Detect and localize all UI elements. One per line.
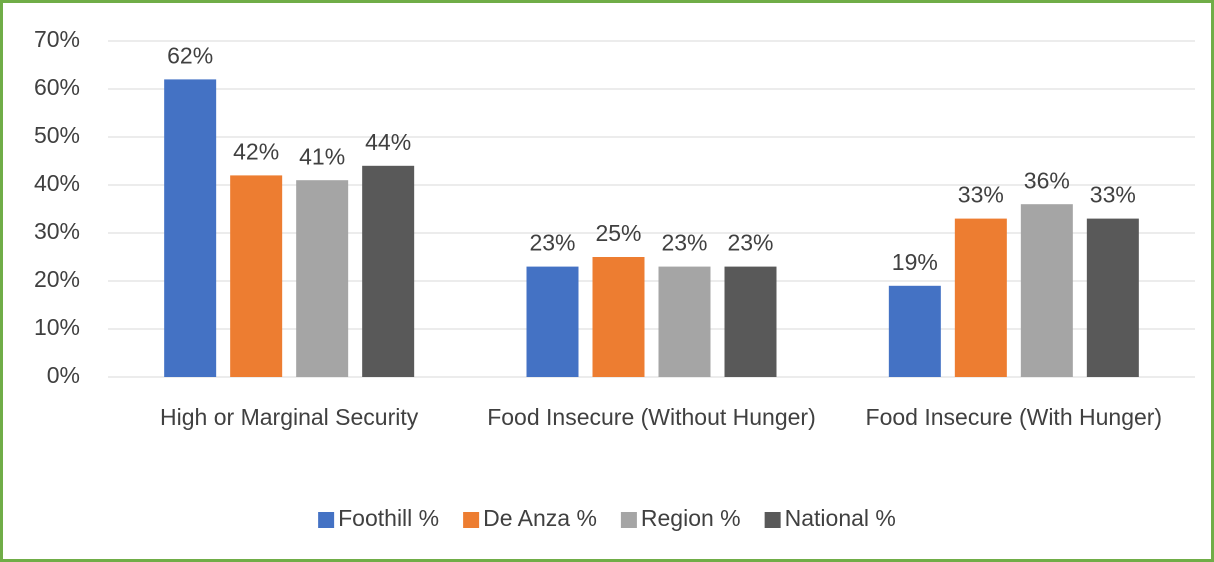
y-tick-label: 60% [34,74,80,100]
data-label: 42% [233,138,279,164]
x-tick-label: Food Insecure (With Hunger) [865,404,1163,430]
bar [296,180,349,377]
y-tick-label: 50% [34,122,80,148]
legend-label: Region % [641,505,741,531]
y-tick-label: 30% [34,218,80,244]
legend-swatch [463,512,480,528]
data-label: 33% [1090,182,1136,208]
data-label: 23% [661,230,707,256]
y-tick-label: 10% [34,314,80,340]
bar [1086,218,1139,377]
bar [658,266,711,377]
data-label: 41% [299,143,345,169]
bar [592,257,645,377]
data-label: 44% [365,129,411,155]
bar [230,175,283,377]
legend-label: De Anza % [483,505,597,531]
legend-label: Foothill % [338,505,439,531]
data-label: 25% [595,220,641,246]
data-label: 33% [958,182,1004,208]
y-tick-label: 20% [34,266,80,292]
data-label: 36% [1024,167,1070,193]
legend-label: National % [785,505,896,531]
bar [526,266,579,377]
bar [1020,204,1073,377]
data-label: 23% [529,230,575,256]
y-tick-label: 70% [34,26,80,52]
y-tick-label: 40% [34,170,80,196]
x-tick-label: Food Insecure (Without Hunger) [487,404,816,430]
chart: 0% 10% 20% 30% 40% 50% 60% 70% 62% 42% 41% 44% 23% 25… [34,26,1195,531]
x-tick-label: High or Marginal Security [160,404,419,430]
bar [164,79,217,378]
data-label: 23% [727,230,773,256]
bar [888,285,941,377]
bar [954,218,1007,377]
legend-swatch [620,512,637,528]
legend-swatch [764,512,781,528]
bar [362,165,415,377]
y-tick-label: 0% [47,362,80,388]
bar [724,266,777,377]
data-label: 62% [167,42,213,68]
data-label: 19% [892,249,938,275]
legend-swatch [318,512,335,528]
